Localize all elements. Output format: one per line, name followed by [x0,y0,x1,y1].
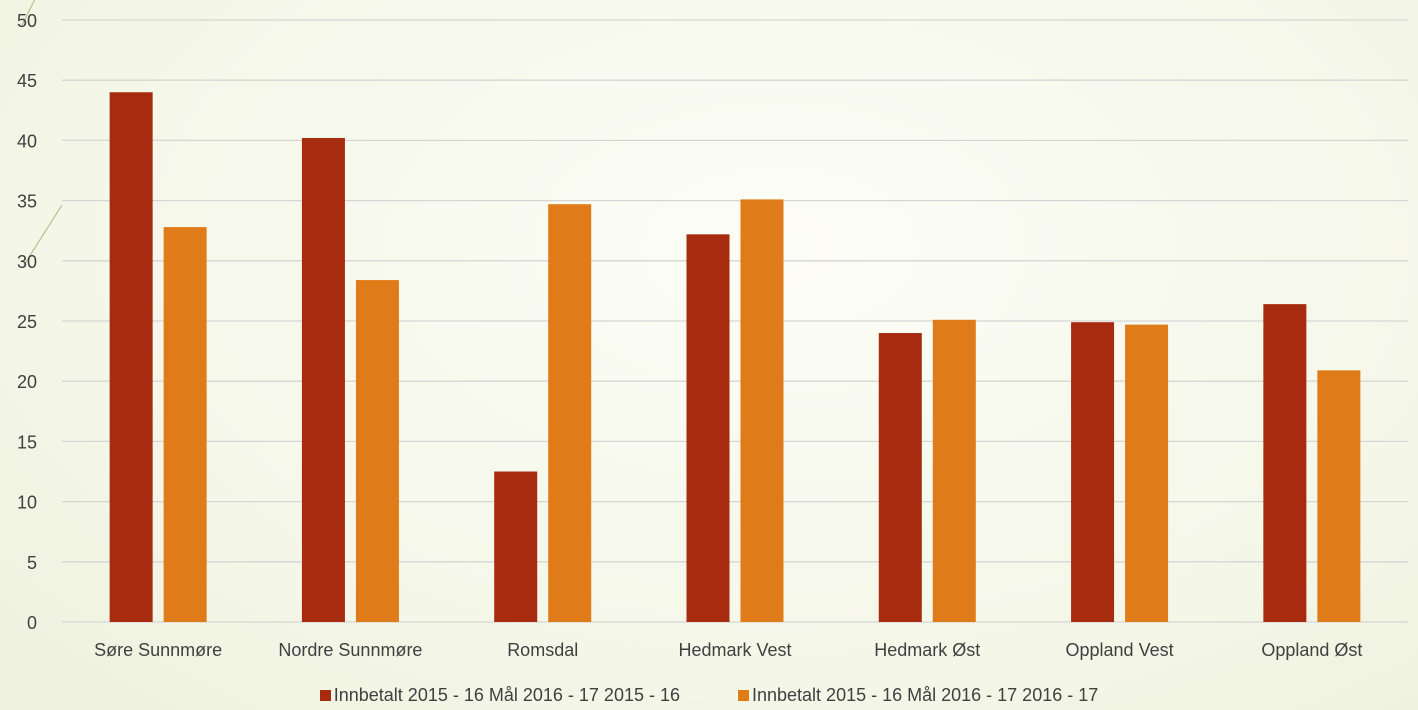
bar-series-2-0 [163,227,207,622]
x-tick-label-6: Oppland Øst [1261,640,1362,660]
legend-item-series-2: Innbetalt 2015 - 16 Mål 2016 - 17 2016 -… [738,685,1098,706]
bars [109,92,1361,623]
x-tick-label-0: Søre Sunnmøre [94,640,222,660]
y-axis-ticks: 0 5 10 15 20 25 30 35 40 45 50 [17,11,37,633]
bar-series-2-1 [355,280,399,622]
y-tick-label-35: 35 [17,192,37,212]
bar-series-2-6 [1317,370,1361,622]
y-tick-label-50: 50 [17,11,37,31]
y-tick-label-45: 45 [17,71,37,91]
bar-series-1-6 [1263,304,1307,622]
y-tick-label-40: 40 [17,131,37,151]
legend-label-series-1: Innbetalt 2015 - 16 Mål 2016 - 17 2015 -… [333,684,680,705]
y-tick-label-20: 20 [17,372,37,392]
bar-series-2-2 [548,204,592,622]
x-axis-labels: Søre Sunnmøre Nordre Sunnmøre Romsdal Hedma… [94,640,1362,660]
bar-series-1-0 [109,92,153,623]
bar-series-2-5 [1125,324,1169,622]
y-tick-label-15: 15 [17,432,37,452]
legend-swatch-series-2 [738,689,749,701]
bar-series-1-4 [878,333,922,622]
x-tick-label-1: Nordre Sunnmøre [278,640,422,660]
legend-swatch-series-1 [319,689,331,701]
bar-series-1-3 [686,234,730,622]
x-tick-label-3: Hedmark Vest [678,640,791,660]
bar-series-2-4 [932,319,976,622]
y-tick-label-30: 30 [17,252,37,272]
bar-series-2-3 [740,199,784,622]
legend-label-series-2: Innbetalt 2015 - 16 Mål 2016 - 17 2016 -… [752,684,1099,705]
y-tick-label-25: 25 [17,312,37,332]
legend-item-series-1: Innbetalt 2015 - 16 Mål 2016 - 17 2015 -… [319,684,680,706]
x-tick-label-4: Hedmark Øst [874,640,980,660]
y-tick-label-5: 5 [27,553,37,573]
bar-series-1-1 [301,137,345,622]
decorative-slash-line [21,0,63,266]
y-tick-label-10: 10 [17,493,37,513]
x-tick-label-5: Oppland Vest [1066,640,1174,660]
bar-series-1-5 [1071,322,1115,622]
bar-chart: 0 5 10 15 20 25 30 35 40 45 50 Søre Sunnmøre Nordre… [17,0,1408,660]
legend: Innbetalt 2015 - 16 Mål 2016 - 17 2015 -… [0,680,1418,710]
x-tick-label-2: Romsdal [507,640,578,660]
bar-series-1-2 [494,471,538,622]
y-tick-label-0: 0 [27,613,37,633]
gridlines [62,19,1408,623]
